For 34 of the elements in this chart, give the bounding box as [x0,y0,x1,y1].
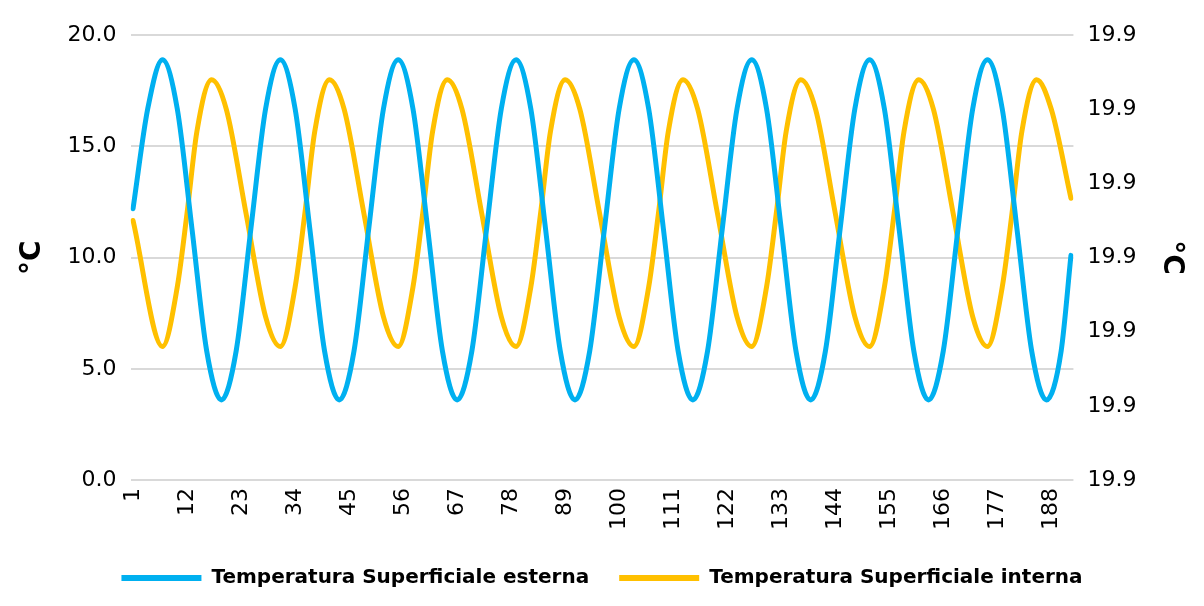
y-tick-label: 15.0 [67,132,117,158]
y-tick-label: 0.0 [81,465,117,491]
y2-axis-title: °C [1156,240,1190,275]
x-tick-label: 23 [226,488,252,517]
x-tick-label: 34 [280,488,306,517]
x-tick-label: 188 [1037,488,1063,531]
x-tick-label: 155 [874,488,900,531]
y2-tick-label: 19.9 [1087,95,1137,121]
y-tick-label: 5.0 [81,354,117,380]
x-tick-label: 177 [983,488,1009,531]
y-axis-title: °C [14,240,48,275]
x-tick-label: 1 [118,488,144,503]
y2-tick-label: 19.9 [1087,20,1137,46]
x-tick-label: 122 [712,488,738,531]
y2-tick-label: 19.9 [1087,465,1137,491]
x-tick-label: 67 [442,488,468,517]
x-tick-label: 56 [388,488,414,517]
x-tick-label: 45 [334,488,360,517]
x-tick-label: 166 [929,488,954,531]
y2-tick-label: 19.9 [1087,391,1137,417]
x-tick-label: 144 [820,488,846,531]
y-tick-label: 10.0 [67,243,117,269]
y2-tick-label: 19.9 [1087,169,1137,195]
y-tick-label: 20.0 [67,20,117,46]
x-tick-label: 89 [550,488,576,517]
x-tick-label: 133 [766,488,792,531]
y2-tick-label: 19.9 [1087,317,1137,343]
x-tick-label: 78 [496,488,522,517]
legend-label: Temperatura Superficiale esterna [211,564,590,589]
y2-tick-label: 19.9 [1087,243,1137,269]
x-tick-label: 12 [172,488,198,517]
x-tick-label: 111 [658,488,684,531]
legend-label: Temperatura Superficiale interna [709,564,1083,589]
x-tick-label: 100 [604,488,630,531]
